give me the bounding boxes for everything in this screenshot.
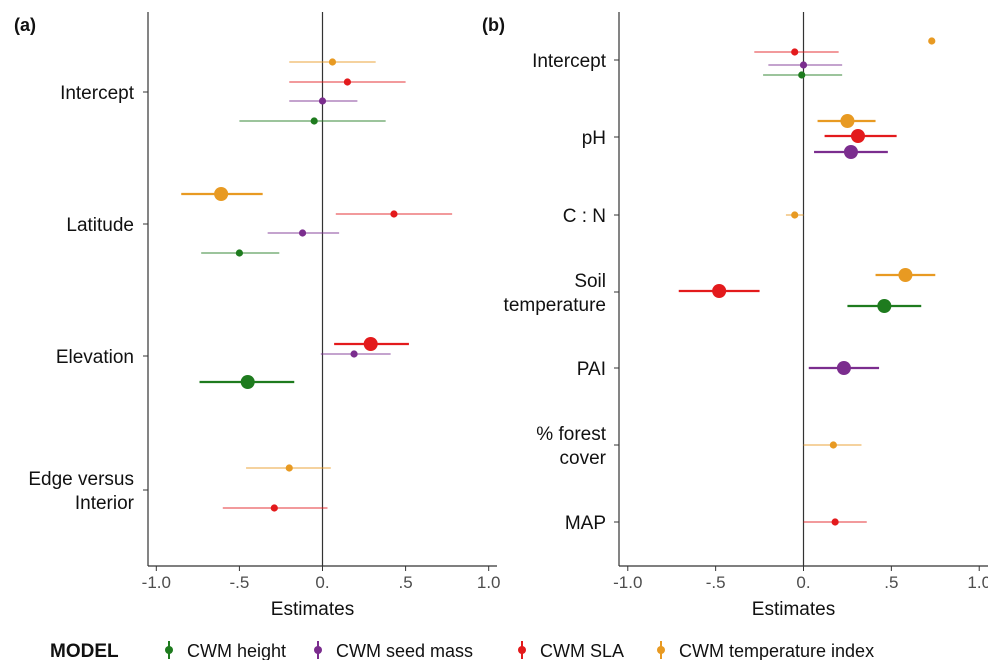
estimate-point-temp: [285, 464, 293, 472]
estimate-point-height: [240, 375, 255, 389]
estimate-point-temp: [840, 114, 855, 128]
estimate-point-height: [877, 299, 892, 313]
panel-a-tag: (a): [14, 15, 36, 35]
category-label: pH: [582, 128, 606, 149]
estimate-point-seed: [836, 361, 851, 375]
legend: MODEL CWM height CWM seed mass CWM SLA C…: [50, 641, 874, 660]
legend-seed-dot: [314, 646, 322, 654]
legend-height-dot: [165, 646, 173, 654]
category-label: temperature: [504, 295, 606, 316]
legend-item-seed-mass: CWM seed mass: [314, 641, 473, 660]
panel-b-plot: -1.0 -.5 0. .5 1.0 Estimates Intercept pH C : N S…: [504, 12, 988, 620]
legend-item-height: CWM height: [165, 641, 286, 660]
x-tick-label: 1.0: [477, 573, 501, 592]
category-label: Latitude: [66, 215, 134, 236]
category-label: Elevation: [56, 347, 134, 368]
estimate-point-seed: [350, 350, 358, 358]
estimate-point-sla: [390, 210, 398, 218]
estimate-point-seed: [318, 97, 327, 105]
category-label: C : N: [563, 206, 606, 227]
legend-height-label: CWM height: [187, 641, 286, 660]
x-tick-label: .5: [399, 573, 413, 592]
category-label: Edge versus: [28, 469, 134, 490]
x-tick-label: -.5: [229, 573, 249, 592]
estimate-point-temp: [829, 441, 837, 449]
legend-item-temperature-index: CWM temperature index: [657, 641, 874, 660]
x-tick-label: -1.0: [613, 573, 642, 592]
x-axis-title: Estimates: [271, 599, 354, 620]
legend-temp-dot: [657, 646, 665, 654]
estimate-point-sla: [850, 129, 865, 143]
estimate-point-temp: [791, 211, 799, 219]
legend-seed-label: CWM seed mass: [336, 641, 473, 660]
panel-b-tag: (b): [482, 15, 505, 35]
x-tick-label: 0.: [315, 573, 329, 592]
estimate-point-height: [798, 71, 806, 79]
estimate-point-sla: [363, 337, 378, 351]
estimate-point-sla: [791, 48, 799, 56]
x-tick-label: -.5: [706, 573, 726, 592]
x-axis-title: Estimates: [752, 599, 835, 620]
category-label: Soil: [574, 271, 606, 292]
category-label: Intercept: [532, 51, 607, 72]
legend-sla-dot: [518, 646, 526, 654]
category-label: MAP: [565, 513, 606, 534]
category-label: % forest: [536, 424, 606, 445]
category-label: Intercept: [60, 83, 135, 104]
legend-sla-label: CWM SLA: [540, 641, 624, 660]
estimate-point-sla: [343, 78, 352, 86]
category-label: Interior: [75, 493, 135, 514]
estimate-point-temp: [328, 58, 337, 66]
estimate-point-temp: [928, 37, 936, 45]
estimate-point-height: [310, 117, 318, 125]
panel-a-plot: -1.0 -.5 0. .5 1.0 Estimates Intercept Latitude…: [28, 12, 501, 620]
legend-temp-label: CWM temperature index: [679, 641, 874, 660]
category-label: PAI: [577, 359, 606, 380]
estimate-point-seed: [799, 61, 808, 69]
x-tick-label: 1.0: [967, 573, 988, 592]
estimate-point-sla: [831, 518, 839, 526]
estimate-point-seed: [298, 229, 307, 237]
x-tick-label: -1.0: [142, 573, 171, 592]
estimate-point-height: [235, 249, 244, 257]
estimate-point-temp: [898, 268, 913, 282]
estimate-point-seed: [843, 145, 858, 159]
estimate-point-temp: [214, 187, 229, 201]
estimate-point-sla: [712, 284, 727, 298]
x-tick-label: 0.: [796, 573, 810, 592]
x-tick-label: .5: [884, 573, 898, 592]
category-label: cover: [560, 448, 607, 469]
legend-item-sla: CWM SLA: [518, 641, 624, 660]
estimate-point-sla: [270, 504, 278, 512]
legend-title: MODEL: [50, 641, 119, 660]
